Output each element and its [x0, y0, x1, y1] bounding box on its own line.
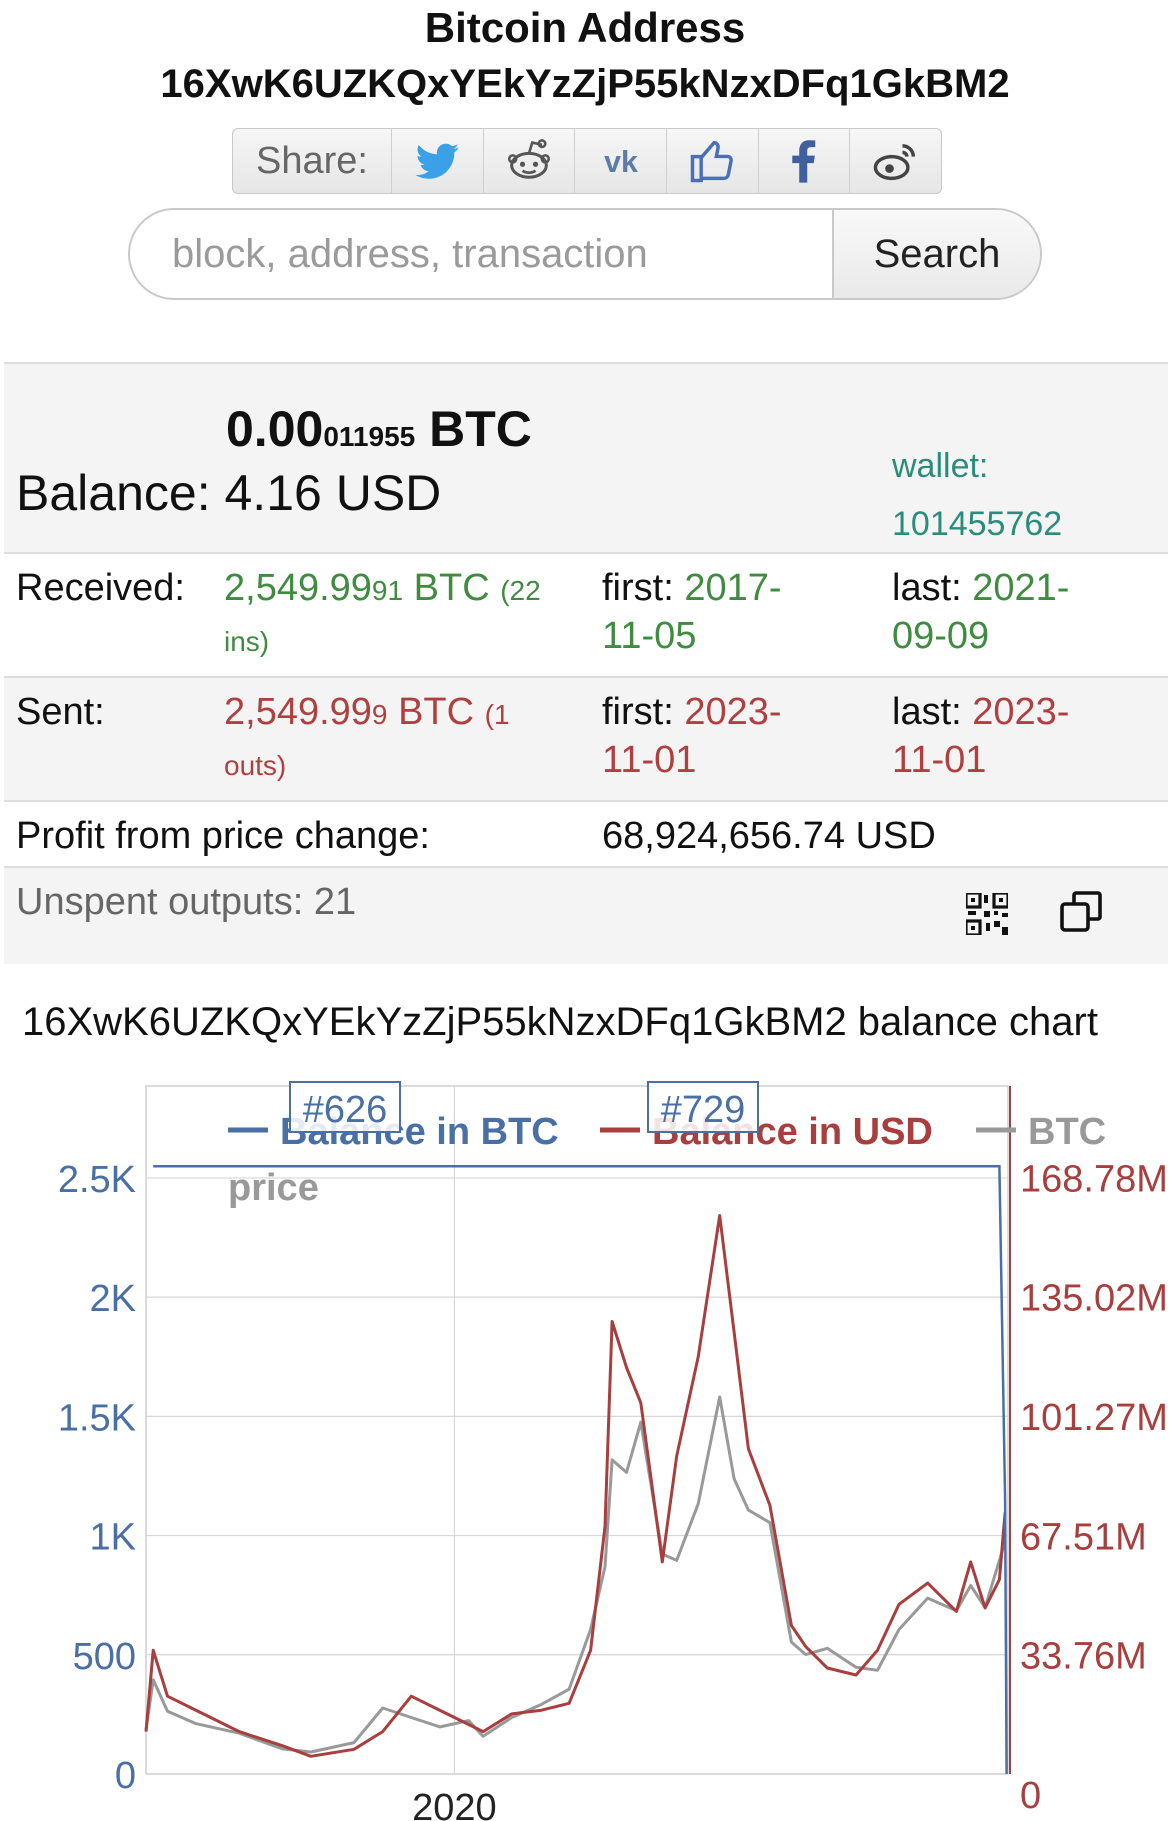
- received-first-label: first:: [602, 567, 674, 609]
- right-axis-tick-label: 0: [1020, 1775, 1041, 1817]
- right-axis-tick-label: 168.78M: [1020, 1158, 1168, 1200]
- plot-frame: [145, 1085, 1009, 1775]
- received-last: last: 2021- 09-09: [892, 564, 1069, 660]
- annotation-box: [647, 1081, 759, 1133]
- right-axis-tick-label: 101.27M: [1020, 1397, 1168, 1439]
- received-unit: BTC: [413, 567, 490, 609]
- balance-btc-main: 0.00: [226, 401, 324, 457]
- sent-amount-small: 9: [371, 699, 388, 730]
- reddit-icon: [507, 139, 551, 179]
- qr-code-icon[interactable]: [966, 893, 1008, 935]
- search-box: Search: [128, 208, 1042, 300]
- legend-label-price-cont: price: [228, 1167, 319, 1209]
- left-axis-tick-label: 1.5K: [58, 1397, 136, 1439]
- facebook-share-button[interactable]: [759, 129, 851, 193]
- profit-row: Profit from price change: 68,924,656.74 …: [4, 800, 1168, 868]
- sent-first-date-a: 2023-: [684, 691, 782, 733]
- like-share-button[interactable]: [667, 129, 759, 193]
- balance-btc-small: 011955: [323, 421, 416, 452]
- annotation-label: #729: [661, 1089, 746, 1131]
- balance-usd-line: [144, 1214, 1007, 1758]
- received-last-date-b: 09-09: [892, 615, 990, 657]
- sent-first-date-b: 11-01: [602, 739, 697, 781]
- x-axis-tick-label: 2020: [412, 1787, 497, 1821]
- balance-label: Balance:: [16, 465, 211, 521]
- left-axis-tick-label: 1K: [90, 1517, 136, 1559]
- facebook-icon: [792, 140, 816, 183]
- sent-first: first: 2023- 11-01: [602, 688, 782, 784]
- svg-text:vk: vk: [604, 146, 638, 179]
- sent-row: Sent: 2,549.999 BTC (1 outs) first: 2023…: [4, 676, 1168, 802]
- vk-share-button[interactable]: vk: [575, 129, 668, 193]
- sent-amount: 2,549.999 BTC (1 outs): [224, 688, 564, 790]
- right-axis-tick-label: 135.02M: [1020, 1278, 1168, 1320]
- received-first-date-a: 2017-: [684, 567, 782, 609]
- annotation-label: #626: [303, 1089, 388, 1131]
- sent-count: (1 outs): [224, 699, 510, 781]
- share-label: Share:: [233, 129, 392, 193]
- address-heading: 16XwK6UZKQxYEkYzZjP55kNzxDFq1GkBM2: [160, 62, 1010, 106]
- wallet-link[interactable]: 101455762: [892, 505, 1063, 543]
- reddit-share-button[interactable]: [484, 129, 576, 193]
- sent-last-date-b: 11-01: [892, 739, 987, 781]
- profit-label: Profit from price change:: [16, 815, 430, 857]
- wallet-label: wallet:: [892, 447, 989, 485]
- sent-last-label: last:: [892, 691, 962, 733]
- sent-unit: BTC: [398, 691, 475, 733]
- received-amount-main: 2,549.99: [224, 567, 372, 609]
- received-first: first: 2017- 11-05: [602, 564, 782, 660]
- balance-usd: Balance: 4.16 USD: [16, 464, 441, 522]
- sent-amount-main: 2,549.99: [224, 691, 372, 733]
- search-input[interactable]: [130, 210, 832, 298]
- sent-label: Sent:: [16, 691, 105, 733]
- right-axis-tick-label: 33.76M: [1020, 1636, 1147, 1678]
- like-icon: [691, 140, 734, 183]
- balance-usd-value: 4.16 USD: [224, 465, 442, 521]
- left-axis-tick-label: 500: [73, 1636, 136, 1678]
- search-button[interactable]: Search: [832, 210, 1040, 298]
- received-label: Received:: [16, 567, 185, 609]
- right-axis-tick-label: 67.51M: [1020, 1516, 1147, 1558]
- received-last-label: last:: [892, 567, 962, 609]
- balance-btc-line: [153, 1164, 1008, 1775]
- profit-value: 68,924,656.74 USD: [602, 815, 936, 857]
- share-bar: Share: vk: [232, 128, 942, 194]
- weibo-icon: [873, 144, 915, 181]
- received-last-date-a: 2021-: [972, 567, 1070, 609]
- sent-last: last: 2023- 11-01: [892, 688, 1069, 784]
- balance-btc-unit: BTC: [429, 401, 532, 457]
- btc-price-line: [144, 1395, 1007, 1754]
- twitter-share-button[interactable]: [392, 129, 484, 193]
- sent-first-label: first:: [602, 691, 674, 733]
- balance-chart: 0 500 1K 1.5K 2K 2.5K 0 33.76M 67.51M 101.27M 135.…: [58, 1081, 1168, 1821]
- twitter-icon: [415, 143, 459, 179]
- vk-icon: vk: [604, 146, 638, 179]
- page-title: Bitcoin Address: [424, 4, 746, 51]
- annotation-box: [289, 1081, 401, 1133]
- balance-btc: 0.00011955 BTC: [226, 400, 532, 458]
- received-amount-small: 91: [371, 575, 404, 606]
- weibo-share-button[interactable]: [850, 129, 941, 193]
- sent-last-date-a: 2023-: [972, 691, 1070, 733]
- left-axis-tick-label: 2K: [90, 1278, 136, 1320]
- balance-row: 0.00011955 BTC Balance: 4.16 USD wallet:…: [4, 362, 1168, 554]
- received-first-date-b: 11-05: [602, 615, 697, 657]
- received-count: (22 ins): [224, 575, 541, 657]
- left-axis-tick-label: 2.5K: [58, 1159, 136, 1201]
- copy-icon[interactable]: [1058, 888, 1106, 936]
- chart-title: 16XwK6UZKQxYEkYzZjP55kNzxDFq1GkBM2 balan…: [22, 1000, 1098, 1044]
- left-axis-tick-label: 0: [115, 1755, 136, 1797]
- received-row: Received: 2,549.9991 BTC (22 ins) first:…: [4, 552, 1168, 678]
- legend-label-price: BTC: [1028, 1111, 1106, 1153]
- unspent-outputs-link[interactable]: Unspent outputs: 21: [16, 881, 357, 923]
- received-amount: 2,549.9991 BTC (22 ins): [224, 564, 584, 666]
